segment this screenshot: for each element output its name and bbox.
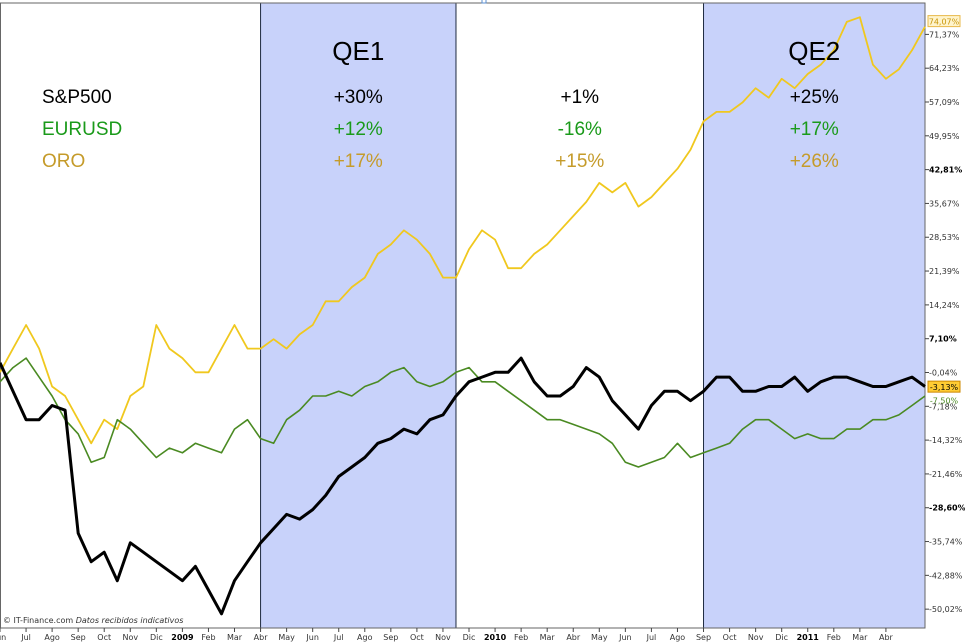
x-tick-label: Mar bbox=[540, 633, 556, 642]
x-tick-label: Abr bbox=[566, 633, 581, 642]
table-cell: +26% bbox=[790, 151, 839, 172]
table-cell: +30% bbox=[334, 87, 383, 108]
x-tick-label: Oct bbox=[97, 633, 111, 642]
x-tick-label: Jul bbox=[20, 633, 31, 642]
x-tick-label: Nov bbox=[122, 633, 138, 642]
y-axis: 71,37% 64,23% 57,09% 49,95% 42,81% 35,67% 28,5… bbox=[925, 30, 965, 614]
y-tick-label: -0,04% bbox=[929, 369, 958, 378]
oro-last-value: 74,07% bbox=[929, 18, 960, 27]
table-cell: -16% bbox=[558, 119, 602, 140]
x-tick-label: Dic bbox=[463, 633, 476, 642]
x-tick-label: May bbox=[278, 633, 295, 642]
x-tick-label: Oct bbox=[410, 633, 424, 642]
y-tick-label: 57,09% bbox=[929, 98, 960, 107]
x-axis: Jun Jul Ago Sep Oct Nov Dic 2009 Feb Mar Abr May Jun… bbox=[0, 628, 894, 642]
x-tick-label: 2010 bbox=[484, 633, 507, 642]
y-tick-label: -14,32% bbox=[929, 436, 963, 445]
plot-frame bbox=[0, 0, 926, 629]
x-tick-label: May bbox=[591, 633, 608, 642]
x-tick-label: Ago bbox=[44, 633, 60, 642]
x-tick-label: Jul bbox=[333, 633, 344, 642]
series-lines bbox=[0, 16, 926, 616]
x-tick-label: Dic bbox=[150, 633, 163, 642]
x-tick-label: 2009 bbox=[171, 633, 194, 642]
x-tick-label: Mar bbox=[852, 633, 868, 642]
x-tick-label: Feb bbox=[827, 633, 841, 642]
y-tick-label: 49,95% bbox=[929, 132, 960, 141]
oro-last-box bbox=[927, 15, 961, 28]
x-tick-label: Sep bbox=[696, 633, 711, 642]
y-tick-label: 28,53% bbox=[929, 233, 960, 242]
x-tick-label: Mar bbox=[227, 633, 243, 642]
x-tick-label: Feb bbox=[514, 633, 528, 642]
period-label-qe1: QE1 bbox=[332, 36, 384, 66]
y-tick-label: -42,88% bbox=[929, 571, 963, 580]
x-tick-label: Dic bbox=[775, 633, 788, 642]
table-row-label-oro: ORO bbox=[42, 151, 85, 172]
series-oro bbox=[0, 16, 926, 445]
y-tick-label: -28,60% bbox=[929, 504, 965, 513]
top-marker bbox=[481, 0, 487, 4]
table-cell: +12% bbox=[334, 119, 383, 140]
x-tick-label: Ago bbox=[670, 633, 686, 642]
x-tick-label: Ago bbox=[357, 633, 373, 642]
table-cell: +1% bbox=[560, 87, 599, 108]
sp500-last-value: -3,13% bbox=[930, 383, 959, 392]
y-tick-label: -21,46% bbox=[929, 470, 963, 479]
x-tick-label: Abr bbox=[879, 633, 894, 642]
performance-table: QE1 QE2 S&P500 +30% +1% +25% EURUSD +12% -16% +17… bbox=[42, 36, 840, 172]
table-cell: +17% bbox=[790, 119, 839, 140]
last-value-markers: 74,07% -3,13% -7,50% bbox=[927, 15, 961, 406]
y-tick-label: 21,39% bbox=[929, 267, 960, 276]
y-tick-label: -35,74% bbox=[929, 538, 963, 547]
x-tick-label: Jul bbox=[646, 633, 657, 642]
eurusd-last-value: -7,50% bbox=[930, 397, 959, 406]
y-tick-label: 71,37% bbox=[929, 30, 960, 39]
table-cell: +15% bbox=[555, 151, 604, 172]
x-tick-label: Nov bbox=[748, 633, 764, 642]
y-tick-label: 35,67% bbox=[929, 199, 960, 208]
period-shading bbox=[260, 3, 925, 628]
qe-shade-3 bbox=[703, 3, 925, 628]
y-tick-label: 42,81% bbox=[929, 166, 962, 175]
x-tick-label: Jun bbox=[0, 633, 6, 642]
series-eurusd bbox=[0, 357, 926, 468]
y-tick-label: 7,10% bbox=[929, 335, 957, 344]
table-cell: +25% bbox=[790, 87, 839, 108]
y-tick-label: -50,02% bbox=[929, 605, 963, 614]
series-sp500 bbox=[0, 356, 926, 616]
x-tick-label: 2011 bbox=[797, 633, 820, 642]
x-tick-label: Oct bbox=[723, 633, 737, 642]
plot-border bbox=[0, 2, 926, 629]
table-row-label-eurusd: EURUSD bbox=[42, 119, 122, 140]
y-tick-label: -7,18% bbox=[929, 402, 958, 411]
x-tick-label: Nov bbox=[435, 633, 451, 642]
y-tick-label: 64,23% bbox=[929, 64, 960, 73]
x-tick-label: Jun bbox=[305, 633, 319, 642]
source-credit: © IT-Finance.com Datos recibidos indicat… bbox=[3, 616, 183, 625]
y-tick-label: 14,24% bbox=[929, 301, 960, 310]
sp500-last-box bbox=[927, 380, 961, 393]
x-tick-label: Jun bbox=[618, 633, 632, 642]
x-tick-label: Sep bbox=[383, 633, 398, 642]
x-tick-label: Feb bbox=[201, 633, 215, 642]
table-row-label-sp500: S&P500 bbox=[42, 87, 112, 108]
table-cell: +17% bbox=[334, 151, 383, 172]
x-tick-label: Abr bbox=[254, 633, 269, 642]
period-label-qe2: QE2 bbox=[788, 36, 840, 66]
x-tick-label: Sep bbox=[71, 633, 86, 642]
qe-shade-1 bbox=[260, 3, 456, 628]
